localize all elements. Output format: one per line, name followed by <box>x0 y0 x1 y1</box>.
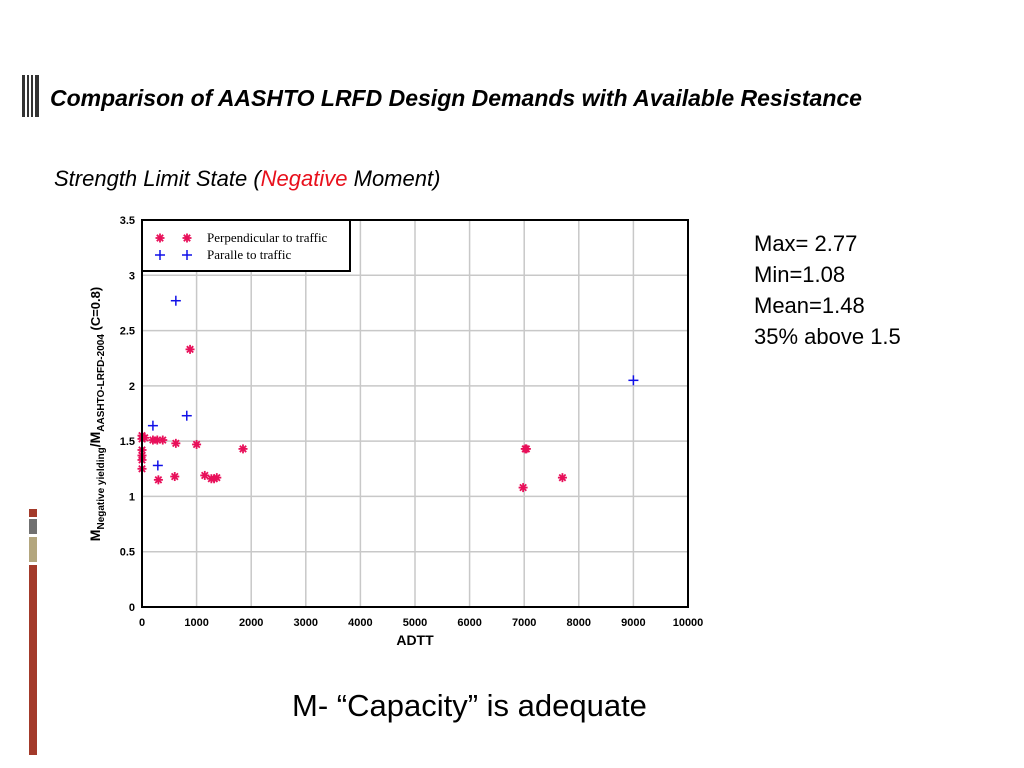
y-tick-label: 0.5 <box>120 547 135 559</box>
y-tick-label: 1.5 <box>120 436 135 448</box>
x-tick-label: 3000 <box>294 617 318 629</box>
data-point-series-0 <box>158 435 168 445</box>
data-point-series-1 <box>147 420 158 431</box>
data-point-series-0 <box>185 344 195 354</box>
y-tick-label: 2 <box>129 381 135 393</box>
data-point-series-0 <box>153 475 163 485</box>
legend-marker <box>155 250 165 260</box>
legend-label: Perpendicular to traffic <box>207 230 328 245</box>
stat-min: Min=1.08 <box>754 262 846 287</box>
conclusion-text: M- “Capacity” is adequate <box>292 688 647 723</box>
legend-marker <box>182 250 192 260</box>
legend-marker <box>155 233 165 243</box>
y-axis-label: MNegative yielding/MAASHTO-LRFD-2004 (C=… <box>87 287 107 541</box>
y-tick-labels: 0 0.5 1 1.5 2 2.5 3 3.5 <box>120 215 135 614</box>
stats-panel: Max= 2.77 Min=1.08 Mean=1.48 35% above 1… <box>754 228 901 352</box>
y-label-sub2: AASHTO-LRFD-2004 <box>96 334 107 432</box>
slide-title: Comparison of AASHTO LRFD Design Demands… <box>50 85 862 111</box>
data-point-series-1 <box>152 460 163 471</box>
data-point-series-0 <box>212 473 222 483</box>
x-tick-label: 6000 <box>457 617 481 629</box>
data-point-series-0 <box>521 444 531 454</box>
data-point-series-0 <box>557 473 567 483</box>
data-point-series-0 <box>170 472 180 482</box>
data-point-series-0 <box>192 439 202 449</box>
y-tick-label: 2.5 <box>120 326 135 338</box>
y-tick-label: 3.5 <box>120 215 135 227</box>
x-tick-label: 5000 <box>403 617 427 629</box>
x-tick-label: 1000 <box>184 617 208 629</box>
legend-label: Paralle to traffic <box>207 247 291 262</box>
slide-subtitle: Strength Limit State (Negative Moment) <box>54 166 440 192</box>
data-point-series-1 <box>628 375 639 386</box>
chart-grid <box>142 220 688 607</box>
subtitle-highlight: Negative <box>260 166 348 191</box>
stat-above: 35% above 1.5 <box>754 324 901 349</box>
y-tick-label: 1 <box>129 491 135 503</box>
y-label-tail: (C=0.8) <box>88 287 103 334</box>
x-tick-label: 7000 <box>512 617 536 629</box>
y-label-sub1: Negative yielding <box>96 447 107 529</box>
legend-box <box>141 219 351 272</box>
data-point-series-1 <box>181 410 192 421</box>
plot-frame <box>141 219 689 608</box>
stat-mean: Mean=1.48 <box>754 293 865 318</box>
chart-legend: Perpendicular to traffic Paralle to traff… <box>141 219 351 272</box>
x-axis-label: ADTT <box>396 632 434 648</box>
x-tick-labels: 0 1000 2000 3000 4000 5000 6000 7000 8000 9000 100… <box>139 617 703 629</box>
x-tick-label: 0 <box>139 617 145 629</box>
x-tick-label: 2000 <box>239 617 263 629</box>
data-point-series-0 <box>518 483 528 493</box>
data-point-series-1 <box>170 295 181 306</box>
y-tick-label: 3 <box>129 270 135 282</box>
data-point-series-0 <box>200 470 210 480</box>
y-label-main: M <box>87 530 103 542</box>
x-tick-label: 9000 <box>621 617 645 629</box>
data-points <box>137 295 639 493</box>
subtitle-part1: Strength Limit State ( <box>54 166 261 191</box>
x-tick-label: 10000 <box>673 617 704 629</box>
subtitle-part2: Moment) <box>347 166 441 191</box>
y-tick-label: 0 <box>129 602 135 614</box>
data-point-series-0 <box>238 444 248 454</box>
x-tick-label: 8000 <box>567 617 591 629</box>
stat-max: Max= 2.77 <box>754 231 858 256</box>
legend-marker <box>182 233 192 243</box>
y-label-slash: /M <box>87 432 103 448</box>
x-tick-label: 4000 <box>348 617 372 629</box>
data-point-series-0 <box>171 438 181 448</box>
